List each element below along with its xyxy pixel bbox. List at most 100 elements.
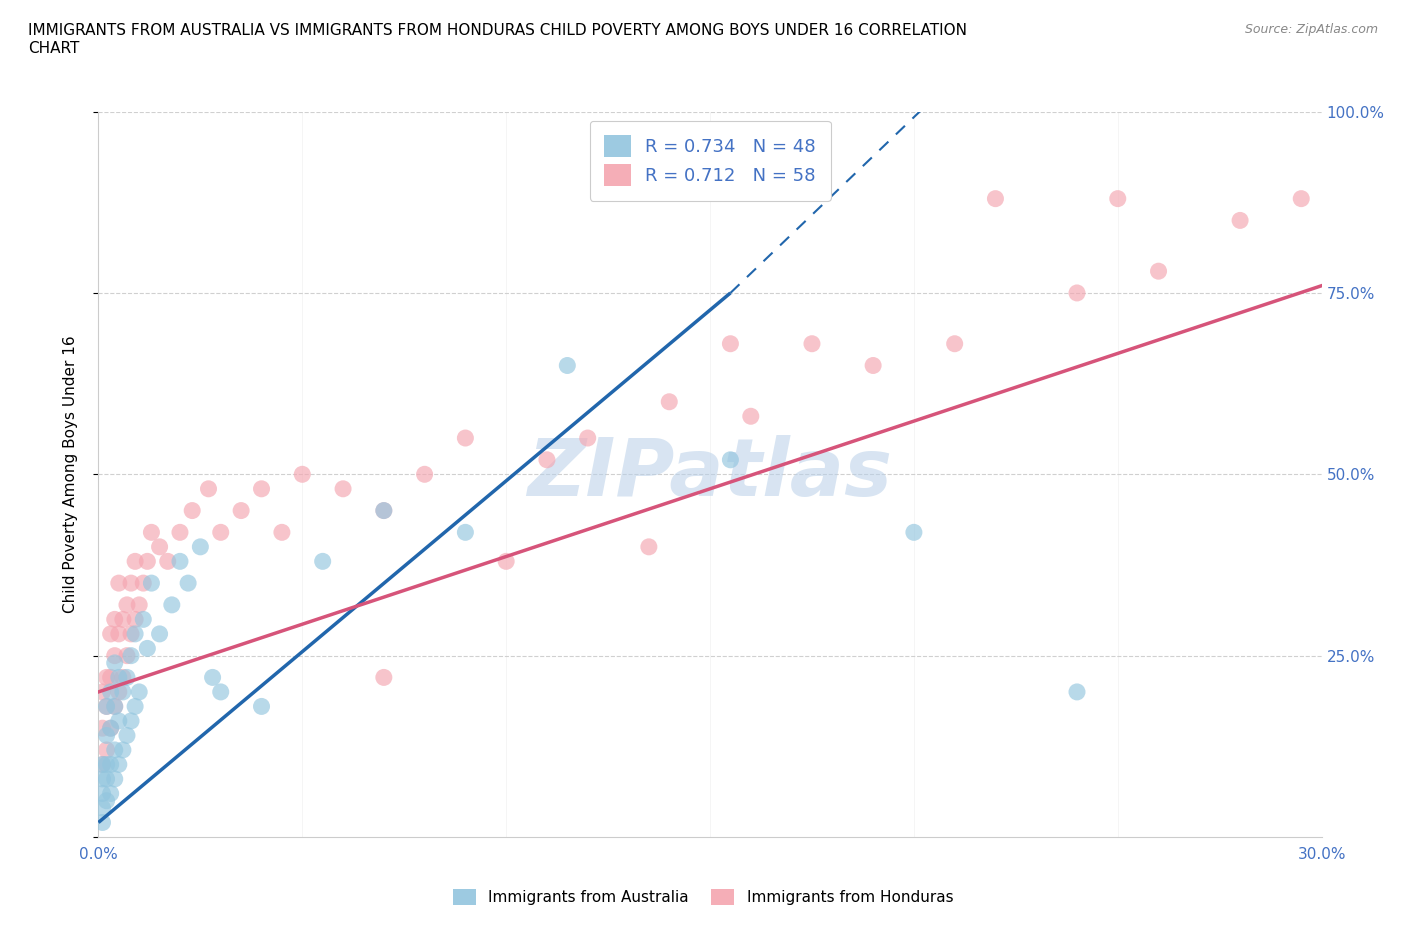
Point: [149, 627, 172, 642]
Point: [188, 539, 212, 554]
Point: [454, 525, 477, 539]
Point: [250, 699, 273, 714]
Point: [96, 793, 118, 808]
Point: [740, 409, 762, 424]
Point: [160, 597, 183, 612]
Point: [100, 721, 122, 736]
Point: [658, 394, 681, 409]
Point: [536, 452, 558, 467]
Point: [96, 699, 118, 714]
Y-axis label: Child Poverty Among Boys Under 16: Child Poverty Among Boys Under 16: [63, 336, 77, 613]
Point: [136, 554, 159, 569]
Point: [91, 684, 114, 699]
Point: [903, 525, 925, 539]
Point: [104, 699, 127, 714]
Point: [120, 648, 142, 663]
Point: [1147, 264, 1170, 279]
Point: [413, 467, 436, 482]
Point: [100, 670, 122, 684]
Point: [231, 503, 253, 518]
Point: [100, 684, 122, 699]
Point: [100, 786, 122, 801]
Point: [115, 648, 138, 663]
Point: [104, 772, 127, 787]
Point: [91, 757, 114, 772]
Point: [120, 576, 142, 591]
Point: [104, 742, 127, 757]
Point: [495, 554, 517, 569]
Point: [141, 525, 163, 539]
Point: [91, 721, 114, 736]
Point: [1291, 192, 1313, 206]
Point: [291, 467, 314, 482]
Point: [111, 684, 134, 699]
Point: [201, 670, 224, 684]
Point: [1066, 684, 1088, 699]
Point: [104, 656, 127, 671]
Point: [108, 713, 131, 728]
Point: [209, 525, 232, 539]
Point: [128, 597, 150, 612]
Point: [312, 554, 335, 569]
Point: [209, 684, 232, 699]
Point: [373, 503, 395, 518]
Point: [250, 482, 273, 497]
Legend: Immigrants from Australia, Immigrants from Honduras: Immigrants from Australia, Immigrants fr…: [446, 882, 960, 913]
Point: [96, 742, 118, 757]
Point: [108, 757, 131, 772]
Point: [124, 627, 146, 642]
Point: [91, 772, 114, 787]
Point: [638, 539, 661, 554]
Point: [124, 699, 146, 714]
Point: [124, 554, 146, 569]
Point: [720, 337, 742, 352]
Point: [96, 699, 118, 714]
Point: [132, 576, 155, 591]
Point: [801, 337, 824, 352]
Point: [96, 728, 118, 743]
Point: [177, 576, 200, 591]
Point: [720, 452, 742, 467]
Point: [108, 627, 131, 642]
Point: [1229, 213, 1251, 228]
Point: [136, 641, 159, 656]
Point: [141, 576, 163, 591]
Point: [91, 801, 114, 816]
Point: [108, 576, 131, 591]
Point: [111, 612, 134, 627]
Point: [197, 482, 219, 497]
Point: [132, 612, 155, 627]
Point: [373, 503, 395, 518]
Point: [111, 742, 134, 757]
Point: [120, 627, 142, 642]
Point: [96, 772, 118, 787]
Point: [104, 612, 127, 627]
Point: [104, 648, 127, 663]
Text: ZIPatlas: ZIPatlas: [527, 435, 893, 513]
Point: [149, 539, 172, 554]
Point: [943, 337, 966, 352]
Point: [270, 525, 294, 539]
Point: [100, 627, 122, 642]
Point: [332, 482, 354, 497]
Point: [91, 786, 114, 801]
Point: [91, 815, 114, 830]
Point: [862, 358, 884, 373]
Point: [115, 670, 138, 684]
Point: [100, 757, 122, 772]
Point: [128, 684, 150, 699]
Point: [1066, 286, 1088, 300]
Point: [96, 670, 118, 684]
Point: [108, 684, 131, 699]
Point: [96, 757, 118, 772]
Point: [169, 525, 191, 539]
Point: [169, 554, 191, 569]
Point: [124, 612, 146, 627]
Point: [181, 503, 204, 518]
Point: [156, 554, 179, 569]
Point: [115, 728, 138, 743]
Point: [576, 431, 599, 445]
Point: [104, 699, 127, 714]
Point: [557, 358, 579, 373]
Point: [454, 431, 477, 445]
